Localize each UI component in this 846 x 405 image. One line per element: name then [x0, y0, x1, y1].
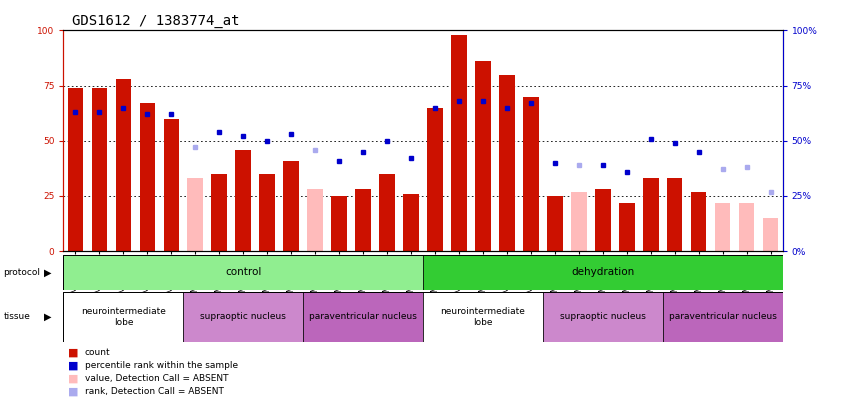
Text: ▶: ▶ — [44, 312, 52, 322]
Bar — [163, 119, 179, 251]
Bar — [188, 178, 203, 251]
Text: supraoptic nucleus: supraoptic nucleus — [201, 312, 286, 322]
Text: protocol: protocol — [3, 268, 41, 277]
Bar — [355, 189, 371, 251]
Bar — [499, 75, 514, 251]
FancyBboxPatch shape — [423, 255, 783, 290]
Bar — [691, 192, 706, 251]
Bar — [619, 202, 634, 251]
Text: ■: ■ — [68, 373, 78, 383]
Bar — [595, 189, 611, 251]
Text: control: control — [225, 267, 261, 277]
FancyBboxPatch shape — [662, 292, 783, 342]
Text: neurointermediate
lobe: neurointermediate lobe — [441, 307, 525, 326]
Bar — [212, 174, 227, 251]
Text: tissue: tissue — [3, 312, 30, 322]
FancyBboxPatch shape — [543, 292, 662, 342]
Bar — [235, 149, 251, 251]
Bar — [116, 79, 131, 251]
Text: rank, Detection Call = ABSENT: rank, Detection Call = ABSENT — [85, 387, 223, 396]
Bar — [283, 161, 299, 251]
Text: GDS1612 / 1383774_at: GDS1612 / 1383774_at — [72, 14, 239, 28]
Bar — [547, 196, 563, 251]
FancyBboxPatch shape — [303, 292, 423, 342]
Text: neurointermediate
lobe: neurointermediate lobe — [81, 307, 166, 326]
FancyBboxPatch shape — [423, 292, 543, 342]
Bar — [307, 189, 323, 251]
FancyBboxPatch shape — [63, 255, 423, 290]
Bar — [571, 192, 586, 251]
Bar — [68, 88, 83, 251]
Text: supraoptic nucleus: supraoptic nucleus — [560, 312, 645, 322]
Bar — [763, 218, 778, 251]
Text: ■: ■ — [68, 386, 78, 396]
Bar — [643, 178, 658, 251]
Bar — [715, 202, 730, 251]
Bar — [260, 174, 275, 251]
Text: paraventricular nucleus: paraventricular nucleus — [668, 312, 777, 322]
Bar — [140, 103, 155, 251]
Text: ■: ■ — [68, 347, 78, 357]
Bar — [91, 88, 107, 251]
Text: ▶: ▶ — [44, 267, 52, 277]
Bar — [667, 178, 683, 251]
Text: count: count — [85, 348, 110, 357]
Bar — [427, 108, 442, 251]
Text: percentile rank within the sample: percentile rank within the sample — [85, 361, 238, 370]
Bar — [404, 194, 419, 251]
Text: paraventricular nucleus: paraventricular nucleus — [309, 312, 417, 322]
Bar — [379, 174, 395, 251]
Text: ■: ■ — [68, 360, 78, 370]
FancyBboxPatch shape — [63, 292, 184, 342]
Bar — [451, 35, 467, 251]
Bar — [739, 202, 755, 251]
FancyBboxPatch shape — [184, 292, 303, 342]
Text: value, Detection Call = ABSENT: value, Detection Call = ABSENT — [85, 374, 228, 383]
Bar — [332, 196, 347, 251]
Bar — [523, 96, 539, 251]
Bar — [475, 61, 491, 251]
Text: dehydration: dehydration — [571, 267, 634, 277]
